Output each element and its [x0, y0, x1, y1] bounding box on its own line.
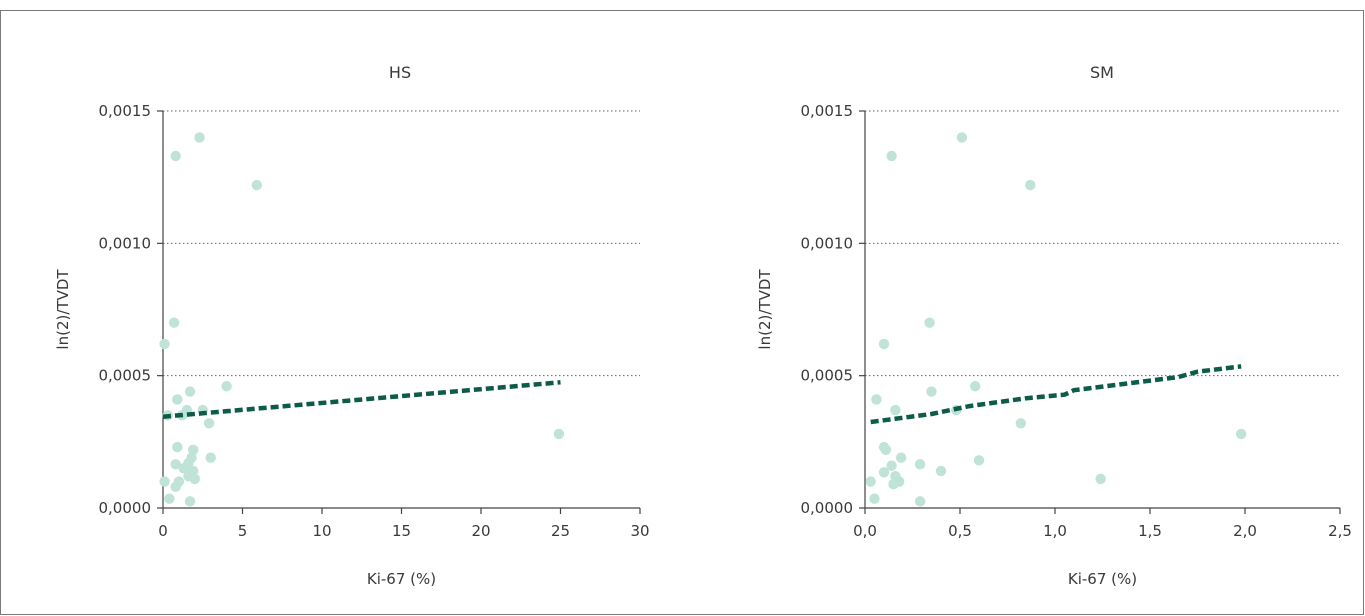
data-point-hs-2 [164, 493, 175, 504]
data-point-hs-26 [221, 381, 232, 392]
x-tick-label-sm-5: 2,5 [1328, 522, 1352, 540]
y-axis-label-hs: ln(2)/TVDT [54, 269, 72, 350]
data-point-sm-25 [1095, 473, 1106, 485]
data-point-hs-6 [172, 394, 183, 405]
data-point-sm-6 [878, 467, 890, 478]
x-tick-label-sm-0: 0,0 [853, 522, 877, 540]
data-point-sm-26 [1236, 428, 1247, 440]
x-tick-label-sm-3: 1,5 [1138, 522, 1162, 540]
x-tick-label-sm-4: 2,0 [1233, 522, 1257, 540]
chart-title-sm: SM [1090, 63, 1114, 82]
data-point-sm-20 [956, 132, 968, 143]
y-tick-label-sm-0: 0,0000 [801, 499, 854, 517]
data-point-sm-7 [886, 150, 897, 162]
x-axis-label-hs: Ki-67 (%) [367, 570, 436, 588]
y-tick-label-hs-2: 0,0010 [99, 234, 152, 252]
data-point-sm-21 [970, 381, 981, 392]
data-point-sm-24 [1025, 179, 1036, 191]
x-tick-label-hs-4: 20 [471, 522, 490, 540]
data-point-hs-19 [188, 465, 199, 477]
chart-panel-sm: SM Ki-67 (%) ln(2)/TVDT 0,00000,00050,00… [756, 63, 1352, 588]
data-point-hs-28 [553, 428, 565, 440]
data-point-sm-12 [894, 476, 905, 487]
data-point-sm-13 [895, 452, 907, 463]
data-point-hs-24 [203, 418, 215, 429]
data-point-hs-22 [194, 132, 205, 143]
data-point-hs-20 [184, 496, 196, 507]
y-tick-label-sm-1: 0,0005 [801, 367, 854, 385]
data-point-hs-17 [186, 452, 197, 463]
data-point-sm-3 [878, 338, 890, 350]
data-point-sm-14 [914, 459, 926, 470]
data-point-sm-8 [886, 460, 897, 471]
data-point-hs-3 [159, 338, 170, 350]
data-point-sm-18 [935, 465, 947, 477]
x-tick-label-hs-3: 15 [392, 522, 411, 540]
trend-line-sm [870, 364, 1242, 425]
x-tick-label-hs-2: 10 [312, 522, 331, 540]
y-axis-label-sm: ln(2)/TVDT [756, 269, 774, 350]
data-point-sm-22 [973, 455, 985, 466]
chart-panel-hs: HS Ki-67 (%) ln(2)/TVDT 0,0000 0,0005 0,00… [54, 63, 650, 588]
data-point-sm-17 [926, 386, 937, 397]
y-tick-label-sm-2: 0,0010 [801, 234, 854, 252]
chart-title-hs: HS [389, 63, 411, 82]
data-point-hs-0 [159, 476, 170, 487]
x-tick-label-sm-1: 0,5 [948, 522, 972, 540]
data-point-sm-0 [865, 476, 876, 487]
data-point-hs-4 [168, 317, 180, 328]
data-point-hs-7 [172, 441, 183, 453]
data-point-sm-23 [1015, 418, 1026, 429]
data-point-sm-10 [890, 404, 901, 416]
y-tick-label-sm-3: 0,0015 [801, 102, 854, 120]
x-tick-label-hs-1: 5 [238, 522, 248, 540]
data-point-hs-21 [189, 473, 200, 485]
y-tick-label-hs-3: 0,0015 [99, 102, 152, 120]
x-tick-label-hs-5: 25 [551, 522, 570, 540]
x-tick-label-hs-0: 0 [158, 522, 168, 540]
data-point-hs-27 [251, 179, 263, 191]
y-tick-label-hs-0: 0,0000 [99, 499, 152, 517]
x-tick-label-sm-2: 1,0 [1043, 522, 1067, 540]
trend-line-hs [162, 380, 561, 419]
data-point-sm-2 [871, 394, 882, 405]
data-point-sm-5 [880, 444, 892, 455]
x-tick-label-hs-6: 30 [630, 522, 649, 540]
data-point-hs-10 [170, 481, 181, 493]
data-point-hs-25 [205, 452, 216, 463]
data-point-hs-8 [170, 459, 181, 470]
data-point-sm-15 [914, 496, 926, 507]
data-point-sm-16 [924, 317, 935, 328]
data-point-hs-5 [170, 150, 181, 162]
data-point-hs-18 [188, 444, 199, 455]
x-axis-label-sm: Ki-67 (%) [1068, 570, 1137, 588]
data-point-hs-15 [184, 386, 196, 397]
y-tick-label-hs-1: 0,0005 [99, 367, 152, 385]
data-point-sm-1 [869, 493, 880, 504]
